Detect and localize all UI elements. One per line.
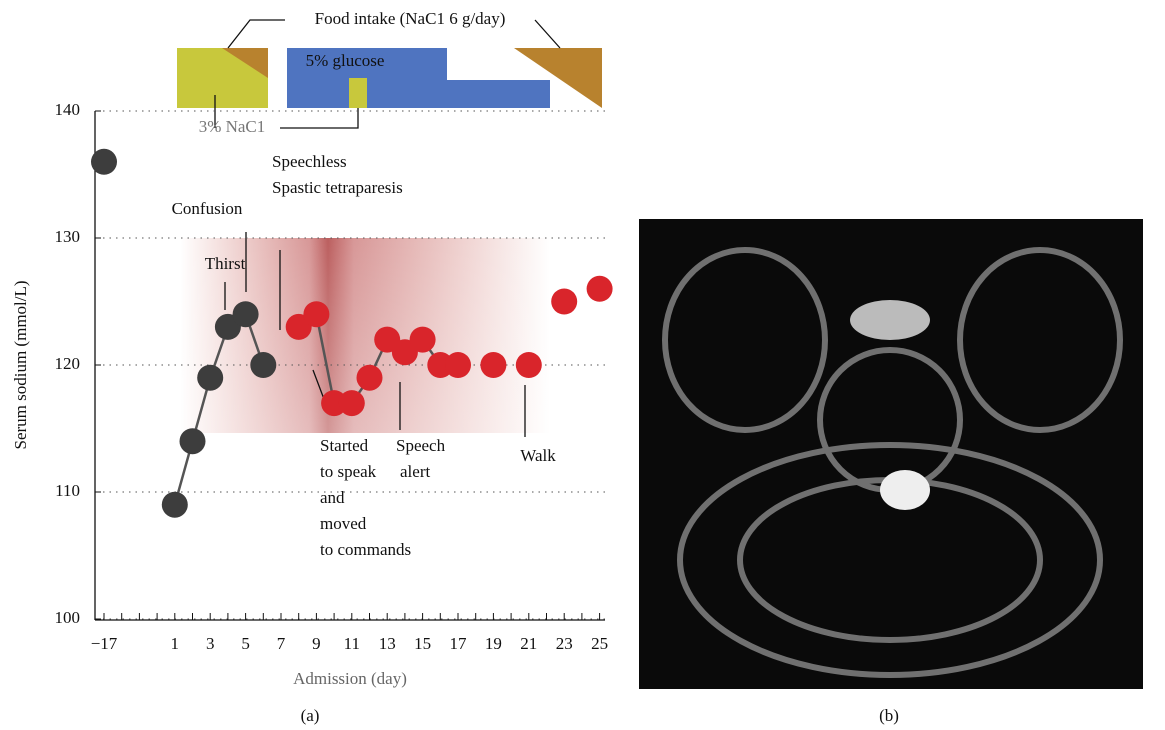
x-tick-label: 17	[450, 634, 468, 653]
y-axis-title: Serum sodium (mmol/L)	[11, 280, 30, 449]
y-tick-label: 100	[55, 608, 81, 627]
x-tick-label: 25	[591, 634, 608, 653]
x-tick-label: 23	[556, 634, 573, 653]
x-tick-label: 7	[277, 634, 286, 653]
data-point	[410, 327, 436, 353]
y-tick-label: 140	[55, 100, 81, 119]
data-point	[197, 365, 223, 391]
annotation: Confusion	[172, 199, 243, 218]
annotation: Started	[320, 436, 369, 455]
x-tick-label: 5	[241, 634, 250, 653]
panel-label: (b)	[879, 706, 899, 725]
data-point	[339, 390, 365, 416]
panel-label: (a)	[301, 706, 320, 725]
treatment-label: Food intake (NaC1 6 g/day)	[315, 9, 506, 28]
y-tick-label: 130	[55, 227, 81, 246]
nacl-bar	[349, 78, 367, 108]
data-point	[180, 428, 206, 454]
x-tick-label: 3	[206, 634, 215, 653]
mri-structure	[850, 300, 930, 340]
treatment-label: 3% NaC1	[199, 117, 266, 136]
figure: Food intake (NaC1 6 g/day) 5% glucose 3%…	[0, 0, 1165, 730]
y-tick-label: 120	[55, 354, 81, 373]
annotation: Speech	[396, 436, 446, 455]
data-point	[445, 352, 471, 378]
x-tick-label: 9	[312, 634, 321, 653]
annotation: to speak	[320, 462, 377, 481]
x-tick-label: 11	[344, 634, 360, 653]
data-point	[233, 301, 259, 327]
data-point	[91, 149, 117, 175]
x-tick-label: 19	[485, 634, 502, 653]
data-point	[162, 492, 188, 518]
annotation: Spastic tetraparesis	[272, 178, 403, 197]
data-point	[303, 301, 329, 327]
data-point	[551, 289, 577, 315]
x-tick-label: −17	[91, 634, 118, 653]
y-tick-label: 110	[55, 481, 80, 500]
annotation: Walk	[520, 446, 556, 465]
x-tick-label: 1	[171, 634, 180, 653]
annotation: and	[320, 488, 345, 507]
annotation: alert	[400, 462, 430, 481]
x-tick-label: 15	[414, 634, 431, 653]
x-tick-label: 13	[379, 634, 396, 653]
data-point	[357, 365, 383, 391]
data-point	[587, 276, 613, 302]
data-point	[480, 352, 506, 378]
treatment-label: 5% glucose	[306, 51, 385, 70]
mri-ventricle	[880, 470, 930, 510]
annotation: moved	[320, 514, 367, 533]
annotation: Speechless	[272, 152, 347, 171]
x-axis-title: Admission (day)	[293, 669, 407, 688]
data-point	[250, 352, 276, 378]
x-tick-label: 21	[520, 634, 537, 653]
data-point	[516, 352, 542, 378]
annotation: to commands	[320, 540, 411, 559]
annotation: Thirst	[205, 254, 246, 273]
